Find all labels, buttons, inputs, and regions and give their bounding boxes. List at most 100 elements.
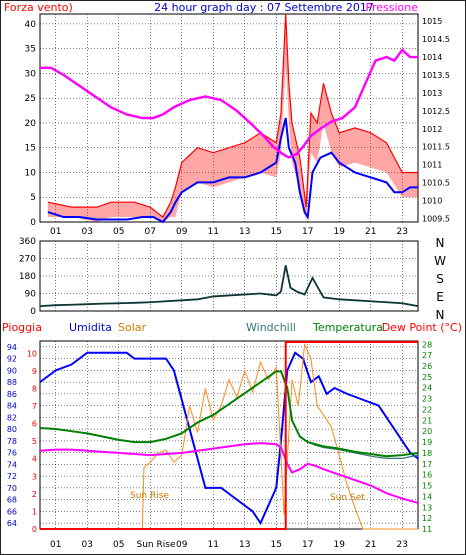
rain-tick-3: 3 [32,472,37,481]
ytick-right-1011: 1011 [422,161,442,170]
humidity-tick-76: 76 [7,449,17,458]
clim-xtick-11: 11 [208,540,219,550]
series-wind-average [47,117,418,224]
dir-ytick-270: 270 [19,255,36,265]
ytick-left-25: 25 [25,94,36,104]
clim-xtick-17: 17 [302,540,313,550]
label-umidita: Umidita [69,321,112,334]
humidity-tick-72: 72 [7,472,17,481]
humidity-tick-74: 74 [7,460,17,469]
ytick-left-15: 15 [25,144,36,154]
temp-tick-21: 21 [422,416,432,425]
rain-tick-2: 2 [32,490,37,499]
compass-3-E: E [436,290,444,304]
temp-tick-17: 17 [422,460,432,469]
pressure-ticks-right: 1009.5 1010 1010.5 1011 1011.5 1012 1012.5 1013… [422,17,450,223]
ytick-right-1014: 1014 [422,53,442,62]
wind-pressure-grid [40,14,418,223]
series-dew-point-c [39,442,419,504]
xtick-07: 07 [145,227,156,237]
dir-ytick-360: 360 [19,237,36,247]
temp-tick-25: 25 [422,373,432,382]
clim-xtick-09: 09 [176,540,188,550]
humidity-tick-88: 88 [7,378,17,387]
hour-ticks: 01 03 05 07 09 11 13 15 17 19 21 23 [50,227,408,237]
rain-tick-7: 7 [32,402,37,411]
humidity-tick-92: 92 [7,355,17,364]
xtick-09: 09 [176,227,188,237]
xtick-15: 15 [271,227,282,237]
wind-pressure-plot-area [39,13,419,223]
label-windchill: Windchill [246,321,296,334]
series-wind-gust [47,13,418,218]
temp-tick-18: 18 [422,449,432,458]
pressure-axis-label: Pressione [366,1,419,14]
label-dew-point: Dew Point (°C) [382,321,462,334]
dir-ytick-90: 90 [25,290,37,300]
rain-tick-6: 6 [32,420,37,429]
compass-1-W: W [434,254,446,268]
ytick-right-1010.5: 1010.5 [422,179,450,188]
direction-grid [40,240,418,312]
ytick-left-35: 35 [25,45,36,55]
label-solar: Solar [118,321,147,334]
clim-xtick-01: 01 [50,540,61,550]
rain-tick-5: 5 [32,437,37,446]
temp-tick-28: 28 [422,340,432,349]
temp-tick-13: 13 [422,503,432,512]
temp-tick-12: 12 [422,514,432,523]
temp-tick-20: 20 [422,427,432,436]
humidity-tick-90: 90 [7,366,17,375]
xtick-21: 21 [365,227,376,237]
temp-tick-14: 14 [422,492,432,501]
humidity-tick-66: 66 [7,507,17,516]
humidity-tick-84: 84 [7,402,17,411]
ytick-left-5: 5 [30,193,36,203]
temp-tick-11: 11 [422,525,432,534]
climate-grid [40,341,418,529]
series-wind-gust-band [47,14,418,222]
temp-tick-24: 24 [422,384,432,393]
temp-tick-23: 23 [422,395,432,404]
climate-hour-ticks: 01 03 05 09 11 13 15 17 19 21 23 [50,540,408,550]
rain-ticks: 0 1 2 3 4 5 6 7 8 9 10 [27,349,37,534]
clim-xtick-15: 15 [271,540,282,550]
direction-series [39,265,419,308]
ytick-right-1012.5: 1012.5 [422,107,450,116]
ytick-left-40: 40 [25,20,37,30]
ytick-right-1012: 1012 [422,125,442,134]
rain-tick-0: 0 [32,525,37,534]
direction-ticks: 0 90 180 270 360 [19,237,36,317]
xtick-19: 19 [334,227,346,237]
humidity-ticks: 64 66 68 70 72 74 76 78 80 82 84 86 88 90 92 94 [7,343,17,528]
climate-plot-area [39,340,419,530]
ytick-left-20: 20 [25,119,37,129]
wind-pressure-series [40,13,418,224]
humidity-tick-82: 82 [7,413,17,422]
ytick-left-30: 30 [25,69,37,79]
series-pressure [40,48,418,159]
climate-series [39,341,419,530]
clim-xtick-21: 21 [365,540,376,550]
ytick-left-10: 10 [25,168,37,178]
humidity-tick-80: 80 [7,425,17,434]
label-pioggia: Pioggia [2,321,42,334]
compass-4-N: N [436,308,445,322]
temp-tick-16: 16 [422,471,432,480]
xtick-03: 03 [82,227,93,237]
xtick-17: 17 [302,227,313,237]
temp-tick-27: 27 [422,351,432,360]
temp-tick-22: 22 [422,405,432,414]
wind-axis-label: Forza vento) [4,1,73,14]
ytick-right-1011.5: 1011.5 [422,143,450,152]
temp-tick-19: 19 [422,438,432,447]
series-umidita [39,351,419,526]
temp-tick-15: 15 [422,482,432,491]
clim-xtick-05: 05 [113,540,124,550]
